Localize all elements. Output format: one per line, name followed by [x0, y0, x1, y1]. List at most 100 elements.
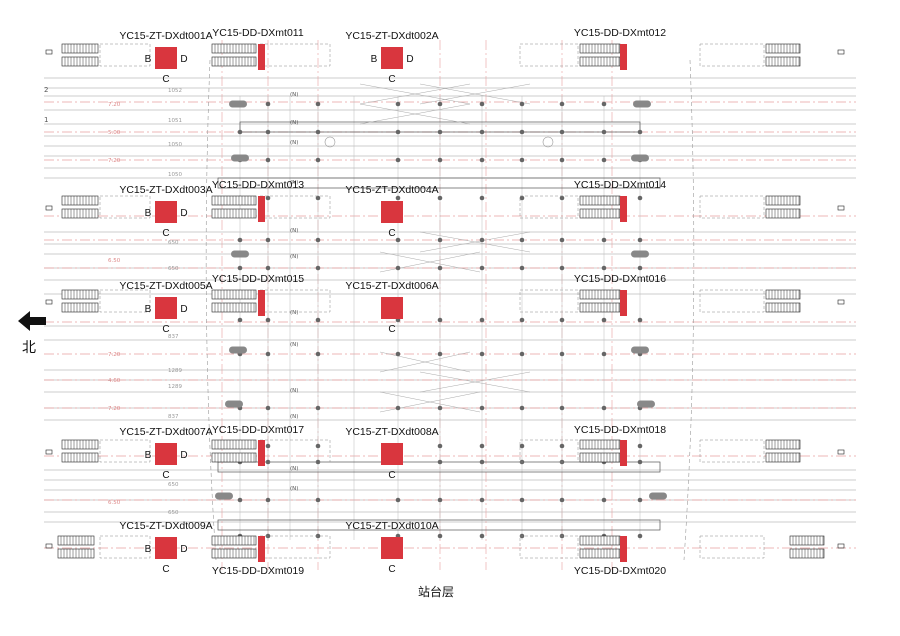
platform-marker — [231, 250, 249, 258]
column-dot — [315, 265, 321, 271]
equipment-box-fill — [155, 47, 177, 69]
end-label: D — [180, 54, 187, 65]
end-label: D — [180, 304, 187, 315]
column-dot — [519, 351, 525, 357]
column-dot — [637, 129, 643, 135]
column-dot — [601, 317, 607, 323]
spacing-label: 6.50 — [108, 258, 121, 264]
escalator-post — [258, 290, 265, 316]
spacing-label: 7.20 — [108, 158, 121, 164]
stair-unit — [765, 43, 801, 54]
column-dot — [265, 265, 271, 271]
stair-unit — [61, 208, 99, 219]
column-dot — [395, 157, 401, 163]
dimension-label: 650 — [168, 266, 179, 272]
escalator-label-group: YC15-DD-DXmt011 YC15-DD-DXmt012 YC15-DD-DX… — [212, 27, 666, 577]
dimension-label: 1052 — [168, 88, 182, 94]
escalator-group — [45, 43, 845, 562]
column-dot — [479, 351, 485, 357]
track-tag: (N) — [290, 228, 298, 234]
stair-unit — [765, 195, 801, 206]
bottom-label: C — [388, 228, 395, 239]
equipment-id-label: YC15-ZT-DXdt006A — [345, 280, 438, 292]
platform-marker — [631, 154, 649, 162]
end-marker — [45, 49, 53, 55]
spacing-label: 4.60 — [108, 378, 121, 384]
track-tag: (N) — [290, 414, 298, 420]
column-dot — [265, 443, 271, 449]
stair-unit — [61, 452, 99, 463]
column-dot — [479, 443, 485, 449]
equipment-id-label: YC15-ZT-DXdt010A — [345, 520, 438, 532]
equipment-box-fill — [381, 537, 403, 559]
column-dot — [601, 265, 607, 271]
plan-title: 站台层 — [418, 584, 454, 599]
equipment-id-label: YC15-ZT-DXdt004A — [345, 184, 438, 196]
equipment-box-fill — [381, 443, 403, 465]
column-dot — [437, 195, 443, 201]
column-dot — [265, 459, 271, 465]
escalator-post — [258, 196, 265, 222]
spacing-label: 5.00 — [108, 130, 121, 136]
column-dot — [395, 351, 401, 357]
track-tag: (N) — [290, 140, 298, 146]
spacing-label: 7.20 — [108, 352, 121, 358]
escalator-unit — [211, 535, 257, 546]
column-dot — [559, 101, 565, 107]
equipment-box-fill — [155, 297, 177, 319]
track-tag: (N) — [290, 254, 298, 260]
column-dot — [237, 265, 243, 271]
column-dot — [395, 265, 401, 271]
escalator-label: YC15-DD-DXmt019 — [212, 565, 304, 577]
column-dot — [519, 317, 525, 323]
stair-unit — [61, 289, 99, 300]
track-tag: (N) — [290, 486, 298, 492]
column-dot — [265, 195, 271, 201]
equipment-box: YC15-ZT-DXdt006A C — [345, 280, 438, 335]
escalator-label: YC15-DD-DXmt016 — [574, 273, 666, 285]
north-label: 北 — [22, 340, 36, 356]
column-dot — [637, 237, 643, 243]
escalator-post — [620, 290, 627, 316]
equipment-box-fill — [155, 537, 177, 559]
column-dot — [519, 497, 525, 503]
escalator-unit — [579, 43, 621, 54]
column-dot — [315, 497, 321, 503]
stair-unit — [61, 43, 99, 54]
equipment-box-fill — [155, 201, 177, 223]
end-label: D — [180, 208, 187, 219]
equipment-id-label: YC15-ZT-DXdt001A — [119, 30, 212, 42]
unit-outline — [99, 289, 151, 313]
escalator-unit — [579, 548, 621, 559]
bottom-label: C — [388, 324, 395, 335]
escalator-unit — [579, 56, 621, 67]
column-dot — [519, 405, 525, 411]
column-dot — [437, 405, 443, 411]
stair-unit — [61, 302, 99, 313]
column-dot — [395, 497, 401, 503]
track-tag: (N) — [290, 92, 298, 98]
crossover-line — [359, 83, 471, 105]
column-dot — [315, 129, 321, 135]
column-dot — [479, 459, 485, 465]
escalator-post — [258, 536, 265, 562]
stair-unit — [765, 208, 801, 219]
stair-unit — [61, 195, 99, 206]
column-dot — [559, 351, 565, 357]
column-dot — [559, 129, 565, 135]
equipment-id-label: YC15-ZT-DXdt008A — [345, 426, 438, 438]
north-arrow: 北 — [18, 311, 46, 356]
column-dot — [437, 265, 443, 271]
column-dot — [395, 195, 401, 201]
bottom-label: C — [388, 470, 395, 481]
side-label: B — [145, 544, 152, 555]
equipment-box: YC15-ZT-DXdt003A B DC — [119, 184, 212, 239]
escalator-unit — [211, 289, 257, 300]
end-marker — [45, 205, 53, 211]
column-dot — [559, 405, 565, 411]
dimension-label: 1289 — [168, 384, 182, 390]
end-marker — [837, 543, 845, 549]
column-dot — [559, 237, 565, 243]
equipment-box: YC15-ZT-DXdt005A B DC — [119, 280, 212, 335]
escalator-unit — [211, 439, 257, 450]
